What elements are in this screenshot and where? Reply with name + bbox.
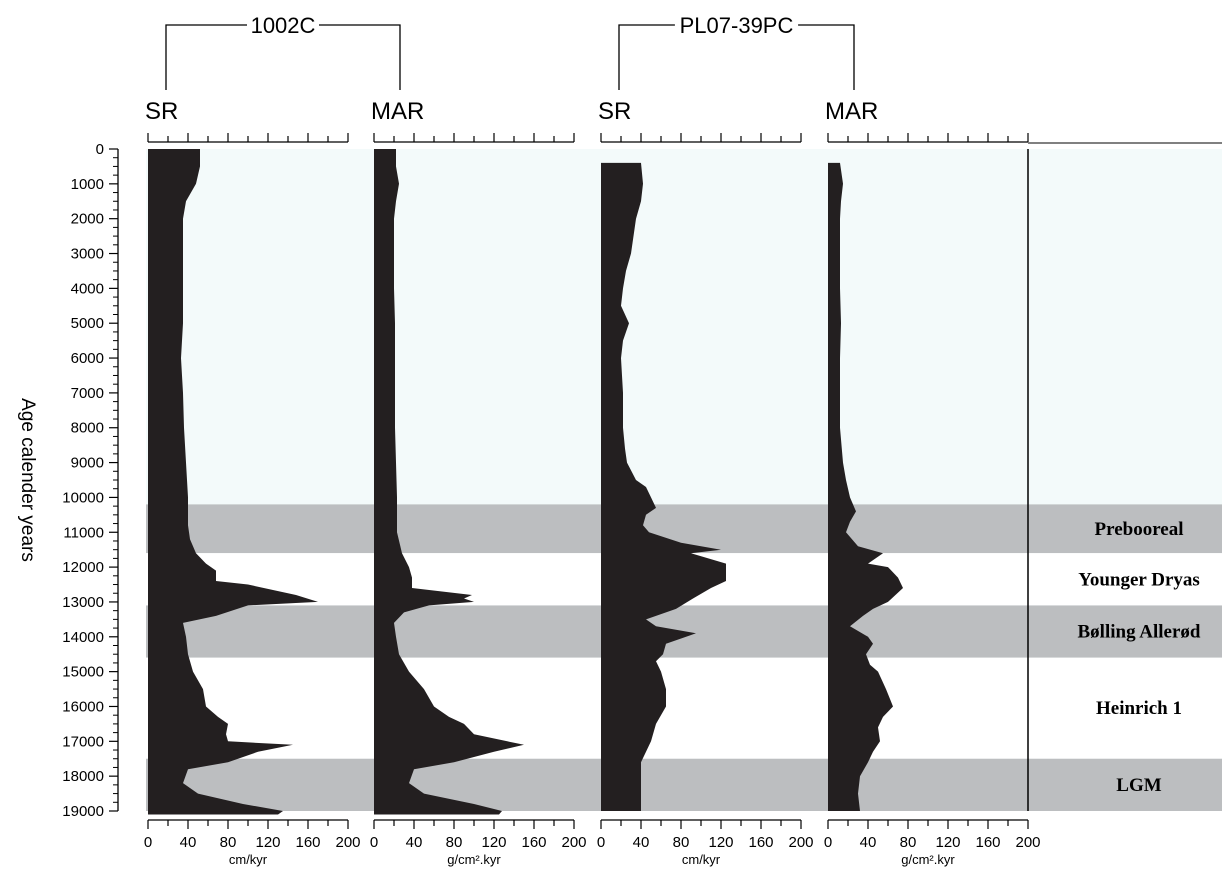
y-tick-label-8: 8000 <box>71 420 104 437</box>
period-bands <box>146 504 1222 811</box>
y-tick-label-3: 3000 <box>71 246 104 263</box>
y-tick-label-13: 13000 <box>62 594 104 611</box>
x-tick-label-0-2: 80 <box>220 834 237 851</box>
x-tick-label-3-3: 120 <box>935 834 960 851</box>
y-tick-label-18: 18000 <box>62 768 104 785</box>
x-tick-label-1-4: 160 <box>521 834 546 851</box>
period-band-3 <box>146 657 1222 759</box>
y-tick-label-12: 12000 <box>62 559 104 576</box>
data-areas <box>148 149 903 815</box>
x-tick-label-1-0: 0 <box>370 834 378 851</box>
core-bracket-right-1 <box>798 24 855 90</box>
y-tick-label-4: 4000 <box>71 280 104 297</box>
period-label-2: Bølling Allerød <box>1078 622 1201 643</box>
y-tick-label-9: 9000 <box>71 455 104 472</box>
y-tick-label-15: 15000 <box>62 664 104 681</box>
y-tick-label-17: 17000 <box>62 733 104 750</box>
axes-layer <box>109 24 1222 829</box>
period-label-3: Heinrich 1 <box>1096 698 1182 719</box>
y-tick-label-0: 0 <box>96 141 104 158</box>
period-label-0: Prebooreal <box>1095 519 1184 540</box>
x-tick-label-2-0: 0 <box>597 834 605 851</box>
x-unit-label-0: cm/kyr <box>229 852 268 867</box>
x-tick-label-1-1: 40 <box>406 834 423 851</box>
y-axis-label: Age calender years <box>17 398 38 562</box>
x-unit-label-3: g/cm².kyr <box>901 852 955 867</box>
x-tick-label-2-1: 40 <box>633 834 650 851</box>
x-tick-label-3-2: 80 <box>900 834 917 851</box>
labels-layer: Prebooreal Younger Dryas Bølling Allerød He… <box>17 13 1201 867</box>
x-tick-label-1-2: 80 <box>446 834 463 851</box>
y-tick-label-16: 16000 <box>62 698 104 715</box>
x-tick-label-3-4: 160 <box>975 834 1000 851</box>
x-unit-label-2: cm/kyr <box>682 852 721 867</box>
core-label-0: 1002C <box>251 13 316 38</box>
column-label-2: SR <box>598 98 631 125</box>
y-tick-label-2: 2000 <box>71 211 104 228</box>
x-tick-label-1-3: 120 <box>481 834 506 851</box>
period-label-4: LGM <box>1116 775 1161 796</box>
area-series-0 <box>148 149 318 815</box>
area-series-2 <box>601 162 726 811</box>
core-label-1: PL07-39PC <box>680 13 794 38</box>
x-tick-label-0-1: 40 <box>180 834 197 851</box>
column-label-0: SR <box>145 98 178 125</box>
x-tick-label-3-1: 40 <box>860 834 877 851</box>
period-label-1: Younger Dryas <box>1078 569 1200 590</box>
core-bracket-right-0 <box>319 24 401 90</box>
column-label-1: MAR <box>371 98 424 125</box>
x-tick-label-3-5: 200 <box>1015 834 1040 851</box>
core-bracket-left-0 <box>165 24 247 90</box>
x-tick-label-2-5: 200 <box>788 834 813 851</box>
x-tick-label-1-5: 200 <box>561 834 586 851</box>
x-tick-label-3-0: 0 <box>824 834 832 851</box>
y-tick-label-11: 11000 <box>63 524 104 541</box>
area-series-1 <box>374 149 524 815</box>
y-tick-label-1: 1000 <box>71 176 104 193</box>
core-bracket-left-1 <box>618 24 675 90</box>
area-series-3 <box>828 162 903 811</box>
period-band-4 <box>146 758 1222 811</box>
y-tick-label-10: 10000 <box>62 489 104 506</box>
y-tick-label-6: 6000 <box>71 350 104 367</box>
x-tick-label-0-3: 120 <box>255 834 280 851</box>
y-tick-label-19: 19000 <box>62 803 104 820</box>
x-tick-label-2-4: 160 <box>748 834 773 851</box>
x-tick-label-2-2: 80 <box>673 834 690 851</box>
x-tick-label-0-5: 200 <box>335 834 360 851</box>
x-unit-label-1: g/cm².kyr <box>447 852 501 867</box>
x-tick-label-2-3: 120 <box>708 834 733 851</box>
x-tick-label-0-4: 160 <box>295 834 320 851</box>
x-tick-label-0-0: 0 <box>144 834 152 851</box>
y-tick-label-5: 5000 <box>71 315 104 332</box>
y-tick-label-14: 14000 <box>62 629 104 646</box>
y-tick-label-7: 7000 <box>71 385 104 402</box>
column-label-3: MAR <box>825 98 878 125</box>
